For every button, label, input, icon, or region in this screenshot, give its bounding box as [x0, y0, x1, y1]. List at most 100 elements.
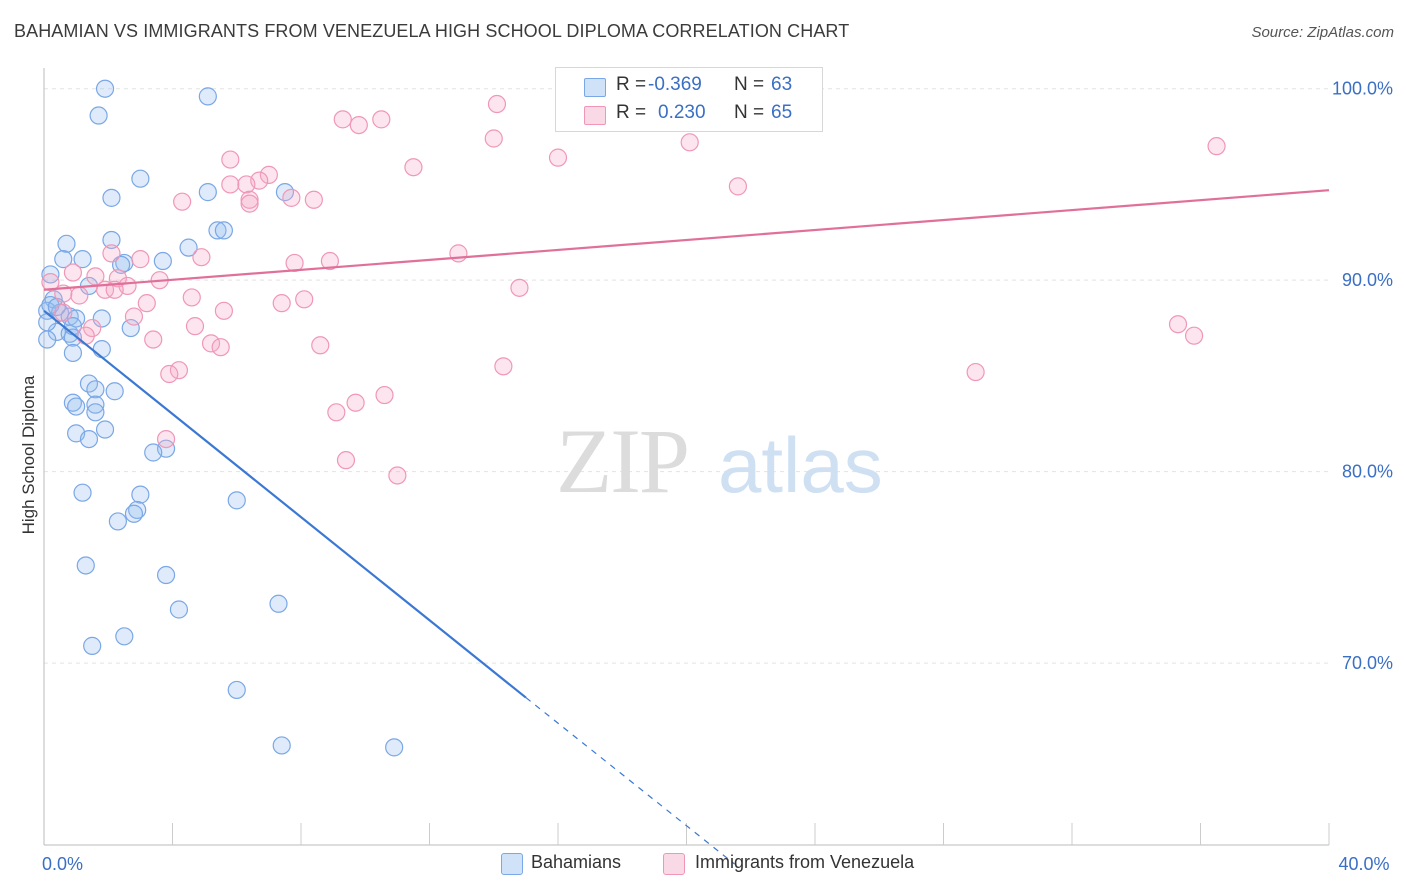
bottom-legend-swatch-bahamians	[501, 853, 523, 875]
data-point	[221, 150, 240, 169]
data-point	[272, 294, 291, 313]
data-point	[76, 326, 95, 345]
data-point	[169, 600, 189, 619]
data-point	[966, 362, 985, 382]
data-point	[385, 738, 404, 757]
legend-r-label: R =	[616, 74, 647, 95]
data-point	[214, 221, 233, 240]
series-points-venezuela	[41, 79, 1226, 485]
data-points	[38, 79, 1226, 757]
data-point	[169, 361, 189, 380]
data-point	[38, 330, 57, 349]
data-point	[1168, 315, 1188, 334]
data-point	[214, 301, 233, 320]
data-point	[269, 594, 288, 613]
data-point	[198, 87, 217, 106]
y-tick-label: 100.0%	[1332, 79, 1393, 99]
data-point	[237, 175, 256, 194]
data-point	[728, 177, 748, 196]
data-point	[54, 303, 73, 322]
legend-n-value: 63	[771, 74, 793, 95]
data-point	[108, 269, 127, 288]
data-point	[388, 466, 407, 485]
data-point	[1207, 137, 1226, 156]
data-point	[680, 133, 699, 152]
y-tick-label: 80.0%	[1342, 462, 1393, 482]
data-point	[102, 230, 121, 250]
bottom-legend-venezuela: Immigrants from Venezuela	[695, 852, 915, 872]
legend-swatch-bahamians	[584, 78, 606, 97]
data-point	[95, 420, 115, 439]
data-point	[144, 330, 163, 349]
data-point	[160, 364, 179, 384]
watermark: ZIP atlas	[556, 410, 883, 512]
tick-labels: 100.0% 90.0% 80.0% 70.0% 0.0% 40.0%	[42, 79, 1393, 874]
data-point	[372, 110, 391, 129]
data-point	[349, 115, 368, 135]
data-point	[102, 244, 121, 263]
data-point	[375, 385, 394, 405]
series-points-bahamians	[38, 79, 404, 757]
data-point	[54, 250, 73, 269]
data-point	[156, 429, 176, 449]
watermark-atlas: atlas	[718, 421, 883, 509]
data-point	[105, 382, 124, 401]
data-point	[295, 290, 314, 309]
x-tick-label: 0.0%	[42, 854, 83, 874]
data-point	[1184, 326, 1204, 345]
data-point	[240, 190, 259, 209]
data-point	[144, 443, 163, 462]
data-point	[336, 451, 356, 470]
data-point	[73, 483, 92, 502]
legend-n-label: N =	[734, 74, 765, 95]
data-point	[311, 336, 330, 355]
data-point	[484, 129, 503, 148]
data-point	[102, 188, 121, 207]
data-point	[548, 148, 568, 167]
data-point	[327, 403, 346, 422]
legend-row-bahamians: R = -0.369 N = 63	[556, 72, 822, 100]
trend-line-extension	[525, 697, 736, 865]
data-point	[79, 429, 99, 449]
data-point	[494, 357, 513, 376]
data-point	[179, 238, 198, 257]
data-point	[86, 380, 105, 399]
data-point	[73, 250, 92, 269]
data-point	[404, 158, 423, 177]
data-point	[153, 251, 172, 271]
legend-row-venezuela: R = 0.230 N = 65	[556, 100, 822, 128]
data-point	[57, 234, 76, 253]
data-point	[92, 340, 111, 359]
data-point	[487, 94, 507, 114]
data-point	[63, 263, 83, 282]
data-point	[272, 736, 291, 755]
data-point	[449, 244, 468, 263]
data-point	[510, 278, 529, 297]
data-point	[198, 183, 217, 202]
data-point	[95, 79, 115, 98]
data-point	[173, 192, 192, 211]
data-point	[333, 110, 352, 129]
data-point	[156, 565, 176, 585]
data-point	[221, 175, 240, 194]
data-point	[285, 253, 304, 273]
y-tick-label: 90.0%	[1342, 270, 1393, 290]
data-point	[63, 343, 83, 363]
data-point	[208, 221, 227, 240]
legend-n-value: 65	[771, 102, 793, 123]
data-point	[76, 556, 95, 575]
data-point	[227, 491, 246, 510]
data-point	[227, 680, 246, 700]
data-point	[182, 288, 201, 307]
data-point	[304, 190, 323, 209]
data-point	[124, 307, 144, 326]
data-point	[83, 636, 102, 655]
bottom-legend-swatch-venezuela	[663, 853, 685, 875]
data-point	[86, 395, 105, 414]
y-tick-label: 70.0%	[1342, 653, 1393, 673]
data-point	[240, 194, 259, 213]
data-point	[131, 250, 150, 269]
data-point	[38, 313, 57, 332]
legend-r-label: R =	[616, 102, 647, 123]
